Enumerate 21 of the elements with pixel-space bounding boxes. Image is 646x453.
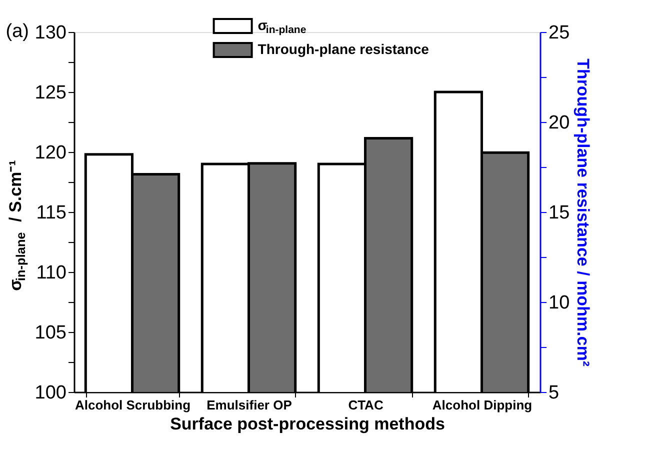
y-axis-title: σin-plane / S.cm⁻¹: [6, 160, 28, 291]
x-tick-label: Alcohol Dipping: [432, 398, 532, 412]
x-tick-label: CTAC: [348, 398, 384, 412]
y2-tick-label: 10: [548, 292, 570, 314]
text: (a): [6, 21, 29, 42]
y2-tick-label: 25: [548, 22, 570, 44]
x-tick-label: Emulsifier OP: [206, 398, 292, 412]
y2-tick-label: 20: [548, 112, 570, 134]
x-axis-title: Surface post-processing methods: [170, 414, 445, 434]
x-tick-label: Alcohol Scrubbing: [74, 398, 191, 412]
y-tick-label: 100: [34, 382, 66, 404]
legend-label: Through-plane resistance: [258, 41, 430, 57]
y-tick-label: 130: [34, 22, 66, 44]
y-tick-label: 120: [34, 142, 66, 164]
y-tick-label: 110: [36, 262, 66, 284]
y2-tick-label: 15: [548, 202, 570, 224]
y-tick-label: 115: [36, 202, 66, 224]
y2-tick-label: 5: [548, 382, 560, 404]
y-tick-label: 105: [34, 322, 66, 344]
y-tick-label: 125: [34, 82, 66, 104]
y2-axis-title: Through-plane resistance / mohm.cm²: [574, 58, 593, 367]
